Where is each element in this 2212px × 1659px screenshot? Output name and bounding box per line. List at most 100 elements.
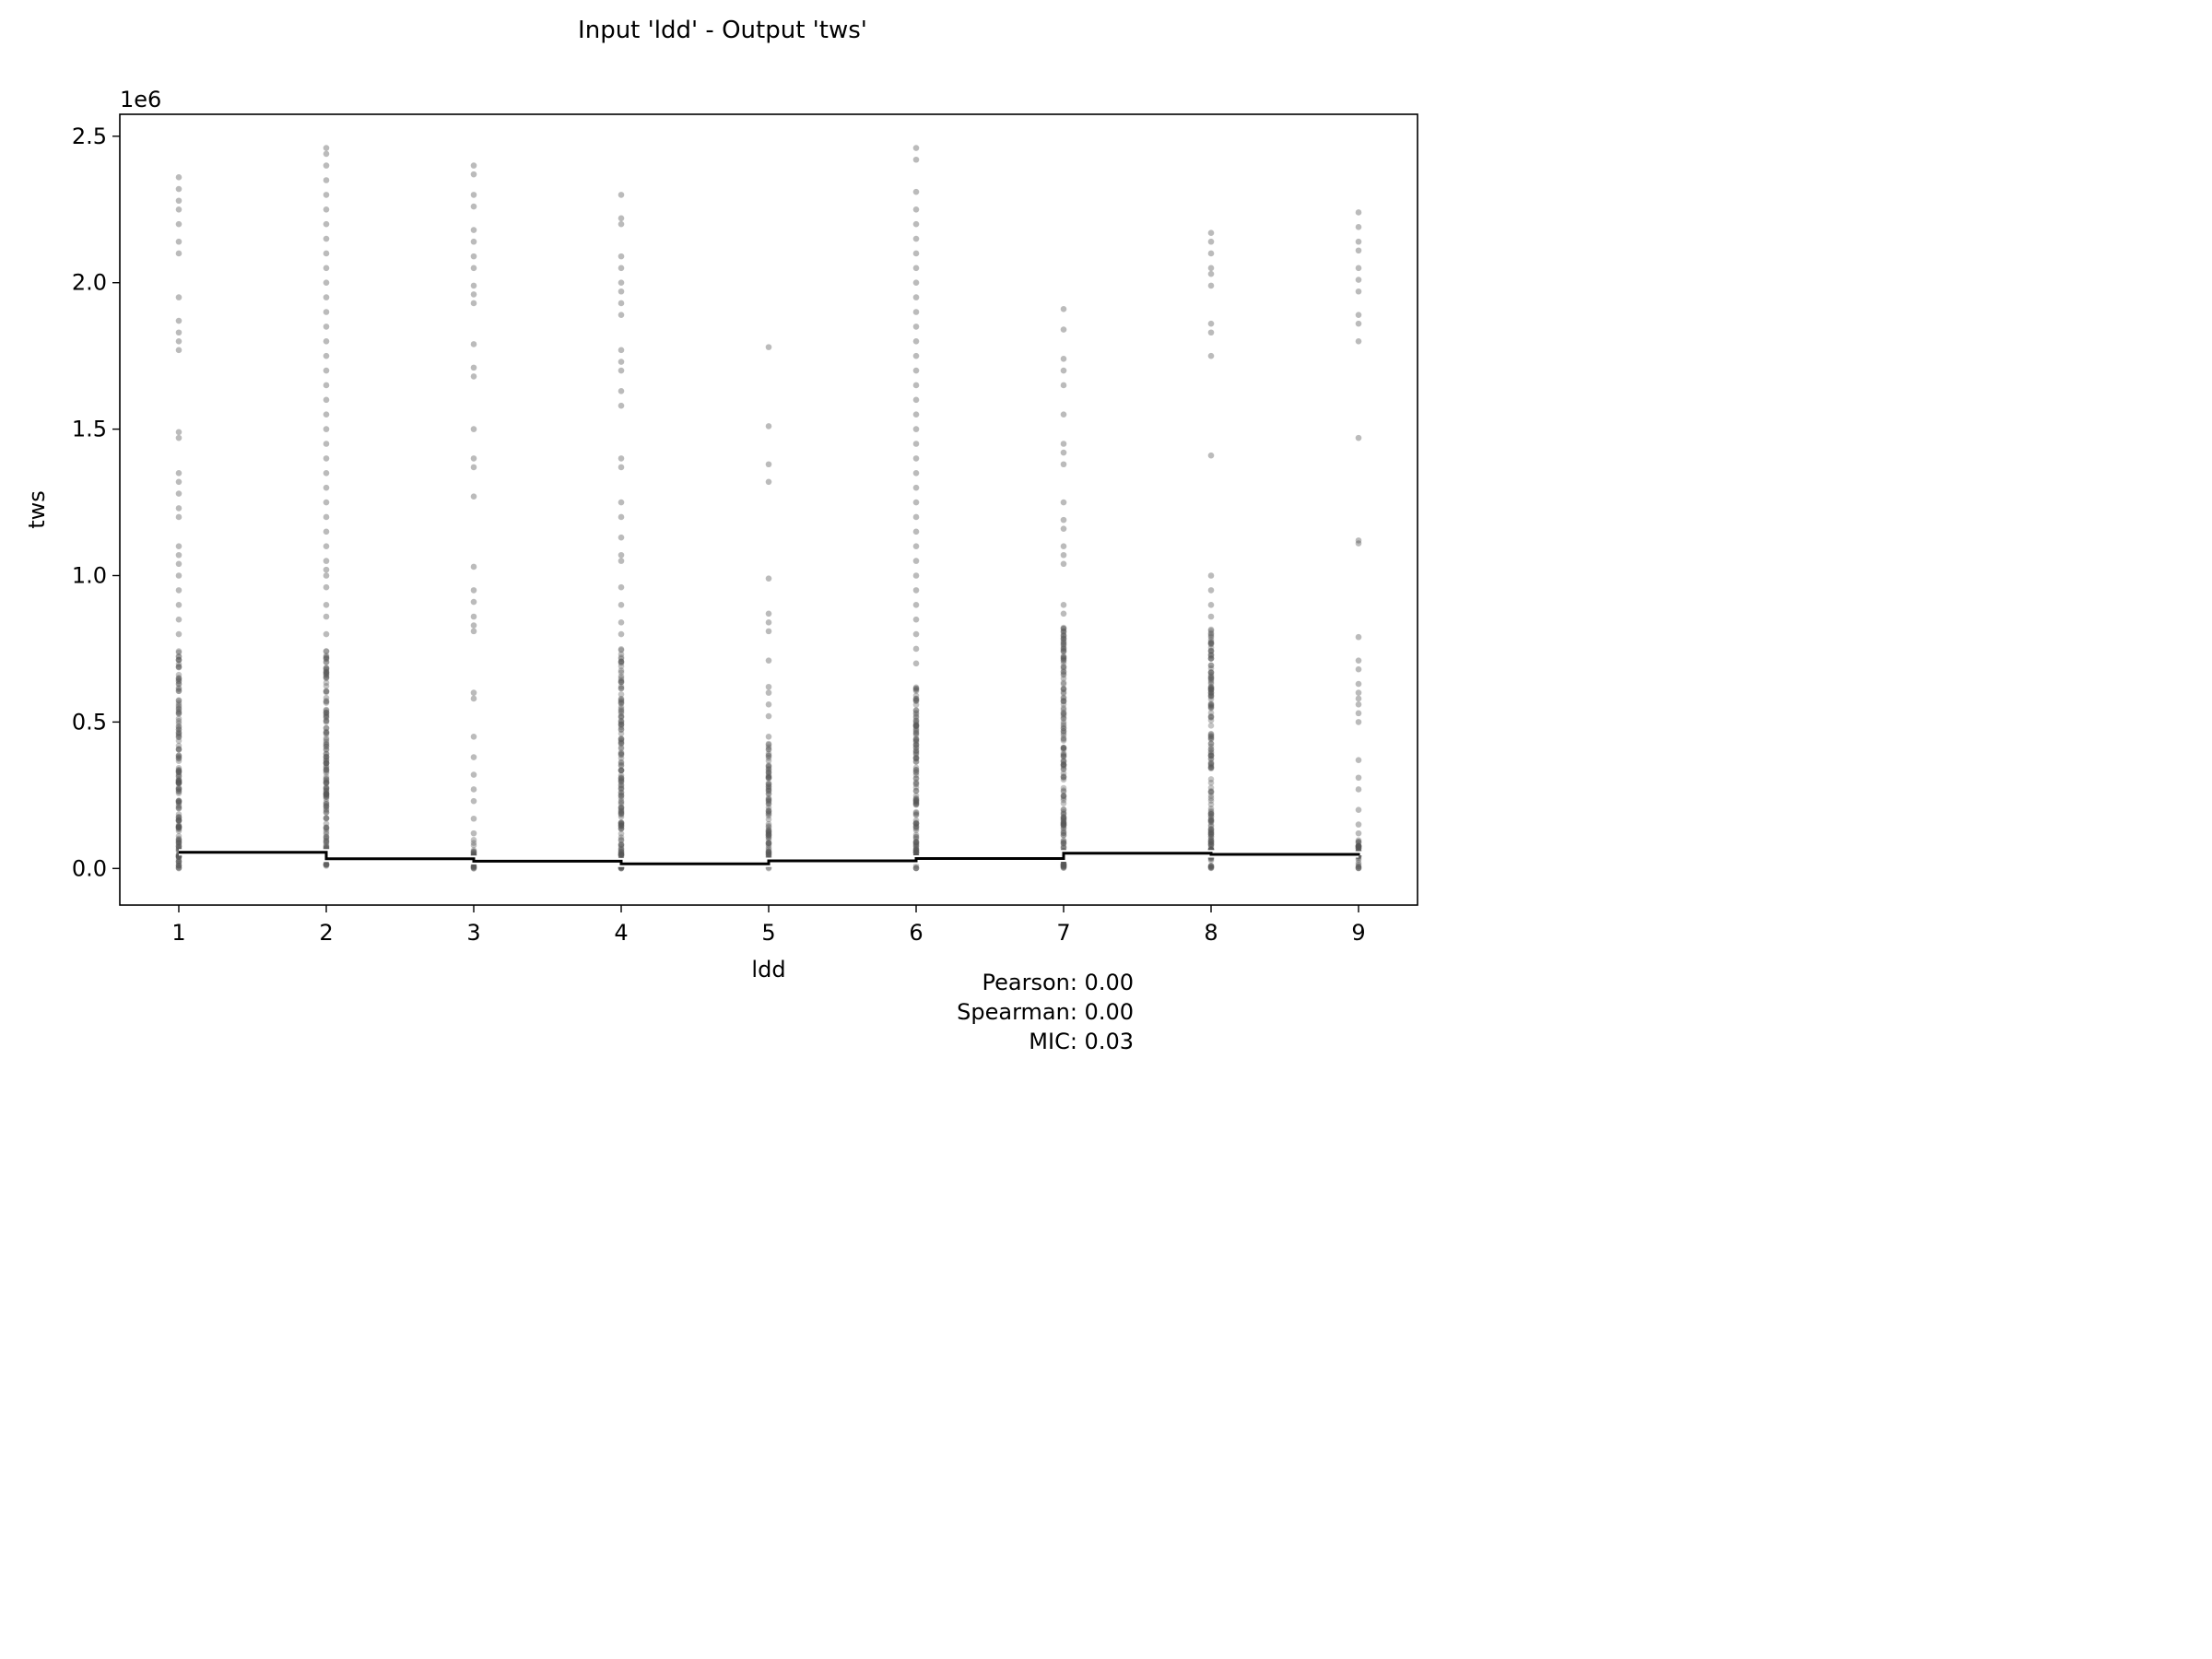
data-point: [618, 658, 625, 665]
data-point: [1060, 770, 1067, 777]
data-point: [618, 777, 625, 784]
data-point: [323, 735, 330, 742]
data-point: [1207, 675, 1215, 681]
data-point: [1060, 787, 1067, 794]
data-point: [618, 782, 625, 789]
data-point: [175, 805, 182, 812]
data-point: [470, 563, 477, 571]
data-point: [1060, 837, 1067, 844]
data-point: [175, 724, 182, 731]
data-point: [618, 836, 625, 843]
data-point: [912, 820, 920, 827]
data-point: [912, 775, 920, 782]
data-point: [1060, 814, 1067, 821]
data-point: [1207, 250, 1215, 257]
data-point: [175, 824, 182, 831]
data-point: [1207, 641, 1215, 648]
data-point: [323, 675, 330, 682]
data-point: [618, 698, 625, 704]
data-point: [1207, 730, 1215, 737]
data-point: [1207, 692, 1215, 700]
data-point: [765, 762, 772, 769]
data-point: [765, 810, 772, 818]
data-point: [1060, 643, 1067, 651]
data-point: [470, 227, 477, 233]
data-point: [1207, 700, 1215, 707]
data-point: [912, 758, 920, 765]
data-point: [912, 469, 920, 477]
data-point: [175, 785, 182, 793]
data-point: [912, 798, 920, 806]
data-point: [912, 411, 920, 418]
data-point: [618, 619, 625, 626]
data-point: [470, 864, 477, 871]
data-point: [1207, 648, 1215, 654]
data-point: [1207, 701, 1215, 708]
data-point: [175, 747, 182, 753]
data-point: [1060, 411, 1067, 418]
data-point: [323, 411, 330, 418]
data-point: [1207, 686, 1215, 692]
data-point: [618, 678, 625, 685]
data-point: [618, 288, 625, 295]
data-point: [618, 767, 625, 774]
data-point: [765, 850, 772, 856]
data-point: [912, 795, 920, 802]
data-point: [1060, 861, 1067, 868]
data-point: [323, 671, 330, 677]
data-point: [765, 610, 772, 618]
data-point: [175, 817, 182, 823]
data-point: [1207, 601, 1215, 608]
data-point: [1355, 859, 1362, 866]
data-point: [1060, 635, 1067, 641]
data-point: [1207, 809, 1215, 816]
data-point: [912, 730, 920, 736]
data-point: [175, 429, 182, 436]
data-point: [323, 665, 330, 672]
data-point: [1060, 766, 1067, 772]
data-point: [323, 801, 330, 807]
data-point: [175, 678, 182, 685]
data-point: [323, 665, 330, 671]
data-point: [323, 150, 330, 158]
data-point: [1207, 452, 1215, 459]
data-point: [323, 688, 330, 695]
data-point: [1060, 821, 1067, 828]
data-point: [618, 713, 625, 721]
data-point: [175, 835, 182, 842]
data-point: [1355, 839, 1362, 845]
data-point: [175, 709, 182, 716]
data-point: [1355, 695, 1362, 702]
data-point: [1060, 730, 1067, 736]
data-point: [175, 653, 182, 660]
data-point: [912, 849, 920, 856]
data-point: [618, 762, 625, 770]
data-point: [1060, 745, 1067, 751]
data-point: [323, 862, 330, 868]
data-point: [765, 770, 772, 776]
data-point: [618, 651, 625, 658]
data-point: [175, 708, 182, 715]
data-point: [618, 215, 625, 222]
data-point: [765, 810, 772, 817]
data-point: [1060, 744, 1067, 751]
data-point: [1060, 710, 1067, 717]
data-point: [1060, 625, 1067, 632]
data-point: [618, 821, 625, 829]
data-point: [912, 780, 920, 787]
data-point: [618, 712, 625, 720]
data-point: [765, 787, 772, 794]
data-point: [470, 364, 477, 371]
data-point: [175, 700, 182, 707]
data-point: [175, 705, 182, 712]
data-point: [618, 749, 625, 756]
data-point: [470, 689, 477, 696]
data-point: [912, 528, 920, 535]
data-point: [618, 750, 625, 757]
data-point: [175, 711, 182, 717]
data-point: [912, 714, 920, 721]
data-point: [175, 752, 182, 759]
data-point: [323, 766, 330, 772]
data-point: [1207, 352, 1215, 359]
data-point: [323, 839, 330, 845]
